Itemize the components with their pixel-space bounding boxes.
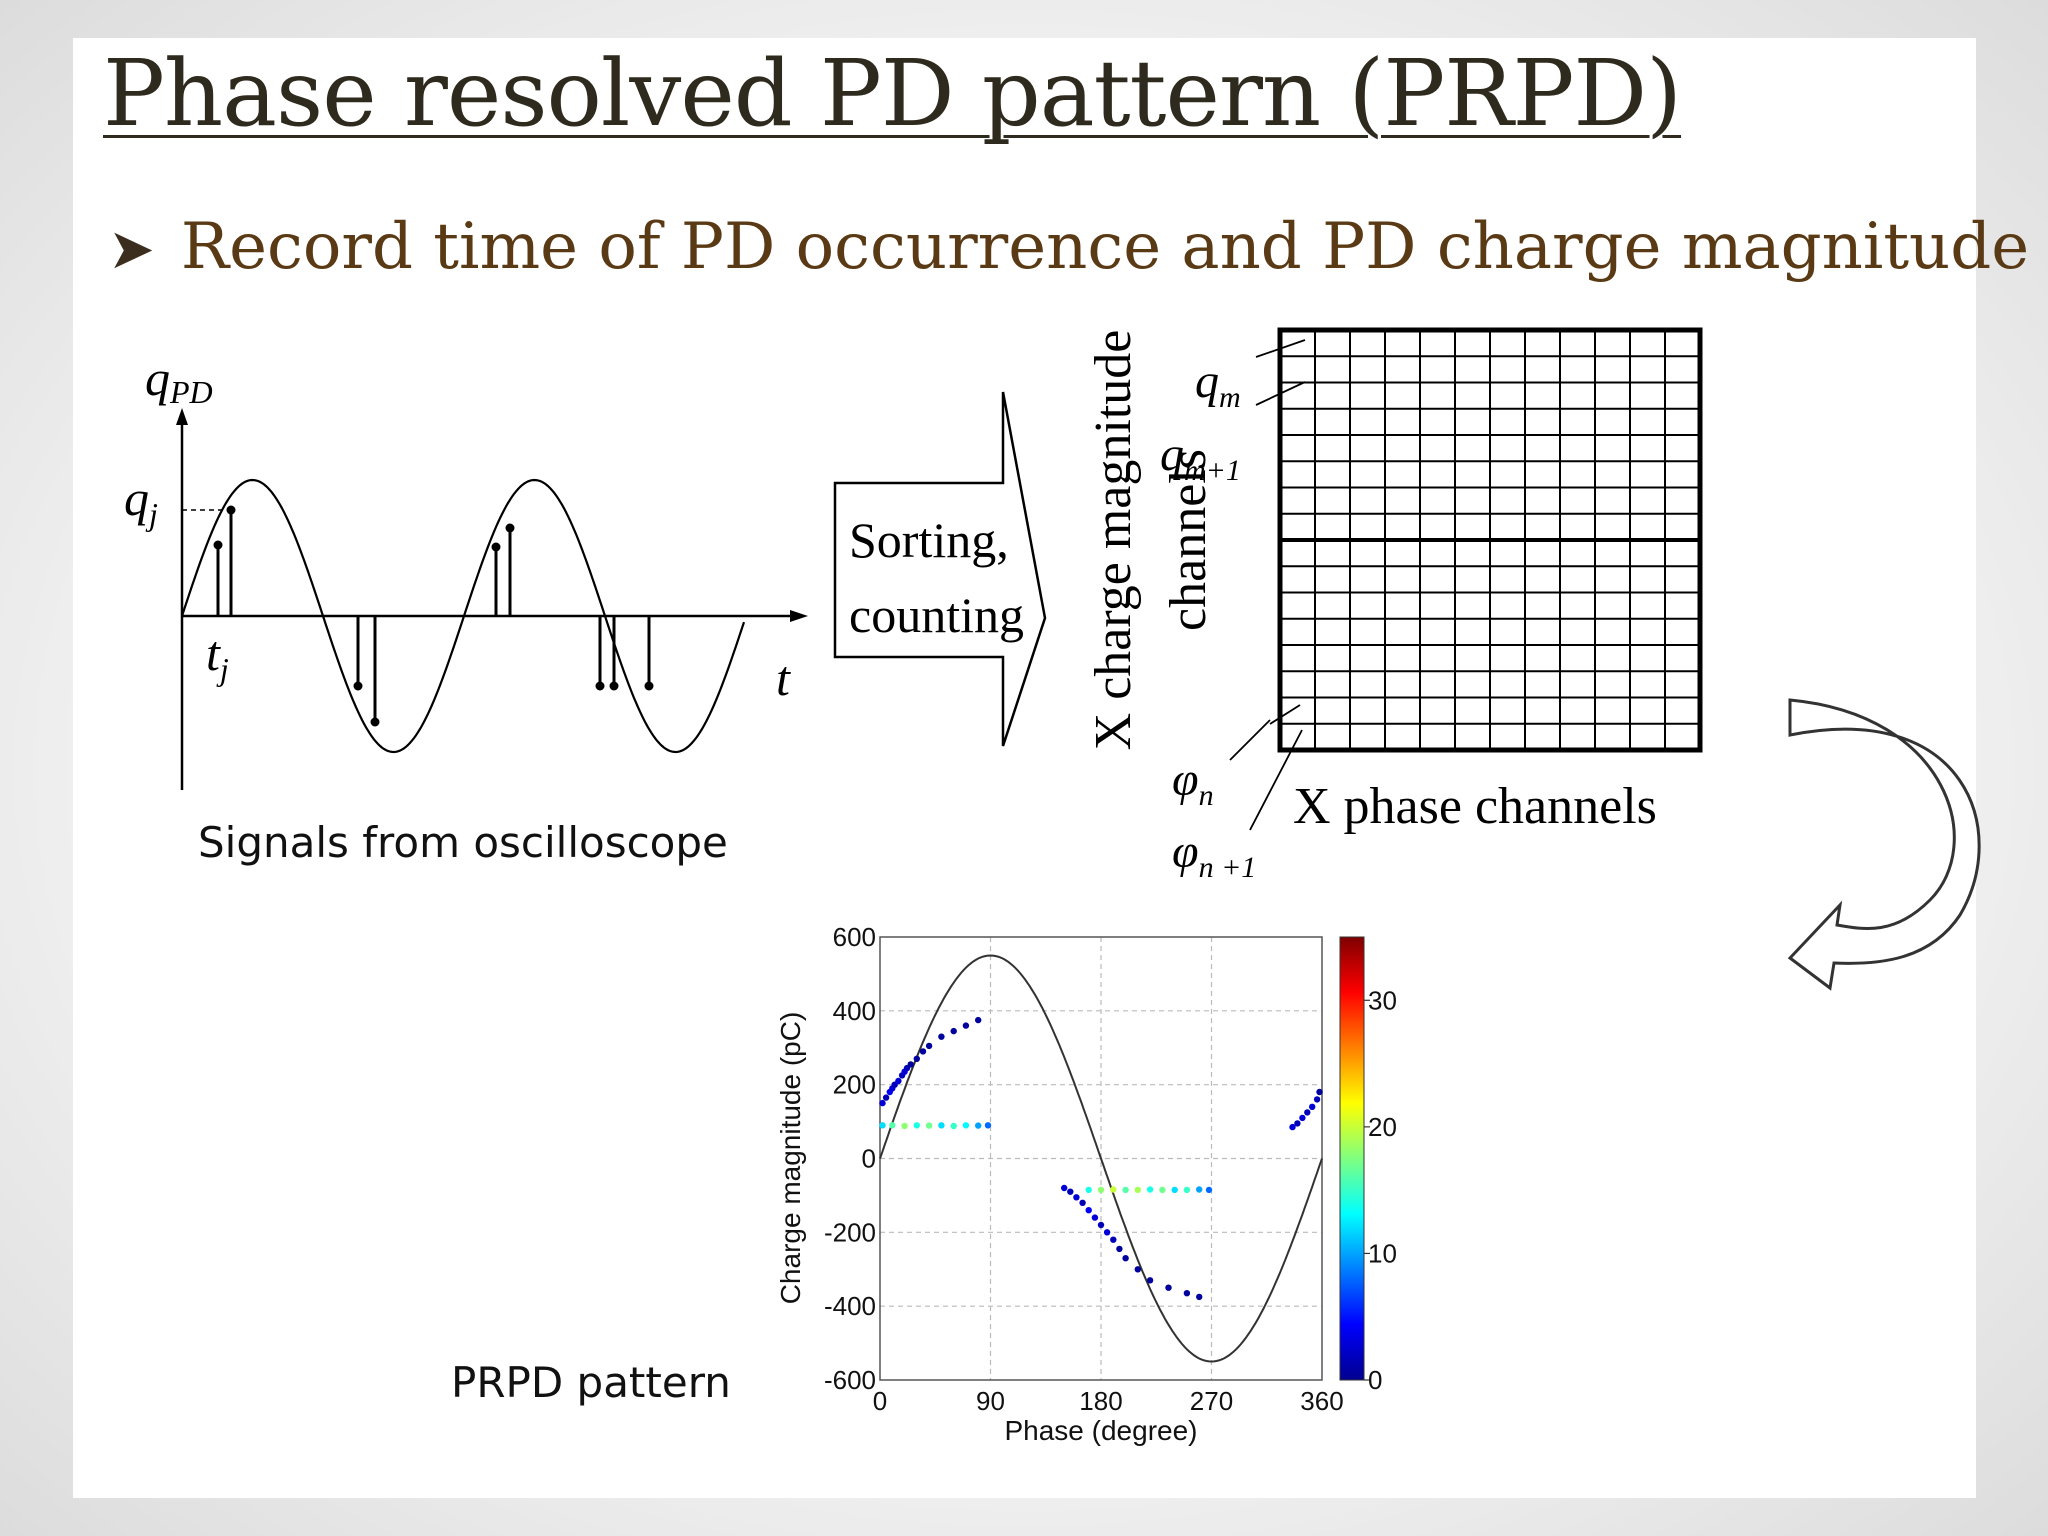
arrowhead-bullet-icon: ➤ [108,217,155,282]
bullet-point: ➤ Record time of PD occurrence and PD cha… [108,210,2029,284]
bullet-text: Record time of PD occurrence and PD char… [180,210,2030,284]
oscilloscope-caption: Signals from oscilloscope [198,818,728,867]
prpd-caption: PRPD pattern [451,1358,731,1407]
slide-title: Phase resolved PD pattern (PRPD) [103,40,1682,147]
